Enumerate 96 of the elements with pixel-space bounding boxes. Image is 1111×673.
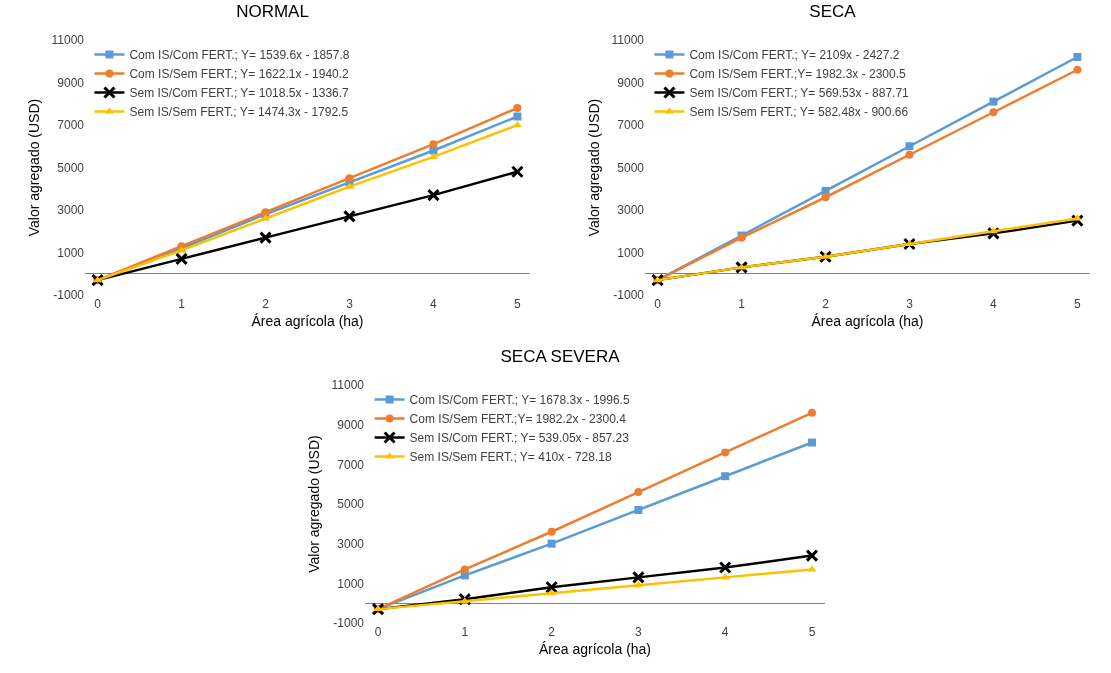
y-tick-label: 3000 [57, 203, 85, 218]
y-axis-title: Valor agregado (USD) [306, 435, 323, 573]
x-tick-label: 5 [514, 297, 522, 311]
legend-label: Sem IS/Sem FERT.; Y= 582.48x - 900.66 [689, 105, 909, 120]
x-tick-label: 4 [430, 297, 438, 311]
y-tick-label: 1000 [57, 245, 85, 260]
point [259, 231, 273, 245]
point [807, 438, 816, 447]
legend-label: Sem IS/Com FERT.; Y= 569.53x - 887.71 [689, 86, 910, 101]
y-tick-label: 11000 [51, 33, 85, 48]
y-tick-label: 7000 [617, 118, 645, 133]
y-tick-label: -1000 [333, 616, 365, 631]
chart-title: SECA [809, 2, 857, 22]
point [631, 570, 645, 584]
point [460, 597, 470, 604]
point [634, 505, 643, 514]
point [807, 408, 816, 417]
point [545, 580, 559, 594]
point [1073, 65, 1082, 74]
point [735, 260, 749, 274]
point [1073, 53, 1082, 61]
point [547, 539, 556, 548]
legend-label: Sem IS/Com FERT.; Y= 539.05x - 857.23 [409, 431, 630, 446]
x-tick-label: 4 [990, 297, 998, 311]
y-tick-label: 9000 [57, 75, 85, 90]
y-tick-label: 11000 [331, 378, 365, 393]
y-tick-label: 5000 [617, 160, 645, 175]
point [718, 560, 732, 574]
y-tick-label: -1000 [53, 288, 85, 303]
point [989, 97, 998, 106]
y-tick-label: 3000 [617, 203, 645, 218]
point [819, 250, 833, 264]
y-tick-label: 7000 [57, 118, 85, 133]
legend-label: Sem IS/Com FERT.; Y= 1018.5x - 1336.7 [129, 86, 350, 101]
y-tick-label: 3000 [337, 536, 365, 551]
x-tick-label: 2 [262, 297, 270, 311]
point [902, 237, 916, 251]
point [175, 252, 189, 266]
y-axis-title: Valor agregado (USD) [586, 98, 603, 237]
chart-title: SECA SEVERA [500, 346, 621, 366]
chart-title: NORMAL [236, 2, 309, 22]
y-tick-label: 11000 [611, 33, 645, 48]
x-axis-title: Área agrícola (ha) [538, 641, 652, 658]
point [426, 188, 440, 202]
point [721, 448, 730, 457]
x-tick-label: 5 [1074, 297, 1082, 311]
point [905, 150, 914, 159]
legend-label: Com IS/Com FERT.; Y= 2109x - 2427.2 [689, 48, 900, 63]
point [513, 112, 522, 121]
point [547, 527, 556, 536]
x-tick-label: 1 [178, 297, 186, 311]
x-tick-label: 1 [461, 625, 469, 639]
point [345, 174, 354, 183]
y-tick-label: -1000 [613, 288, 645, 303]
point [905, 142, 914, 151]
point [513, 104, 522, 112]
x-tick-label: 2 [548, 625, 556, 639]
x-tick-label: 3 [635, 625, 643, 639]
y-tick-label: 1000 [617, 245, 645, 260]
x-tick-label: 5 [808, 625, 816, 639]
point [989, 108, 998, 117]
point [821, 193, 830, 202]
y-tick-label: 7000 [337, 457, 365, 472]
point [460, 565, 469, 574]
y-axis-title: Valor agregado (USD) [26, 98, 43, 237]
x-axis-title: Área agrícola (ha) [811, 313, 924, 330]
x-tick-label: 3 [346, 297, 354, 311]
x-tick-label: 2 [822, 297, 830, 311]
legend-label: Sem IS/Sem FERT.; Y= 410x - 728.18 [409, 450, 612, 465]
point [634, 488, 643, 497]
point [986, 226, 1000, 240]
x-axis-title: Área agrícola (ha) [251, 313, 364, 330]
y-tick-label: 9000 [617, 75, 645, 90]
y-tick-label: 1000 [337, 576, 365, 591]
point [342, 209, 356, 223]
y-tick-label: 5000 [337, 497, 365, 512]
x-tick-label: 0 [654, 297, 662, 311]
y-tick-label: 9000 [337, 417, 365, 432]
legend-label: Com IS/Com FERT.; Y= 1678.3x - 1996.5 [409, 393, 630, 408]
point [510, 165, 524, 179]
x-tick-label: 0 [374, 625, 382, 639]
x-tick-label: 1 [738, 297, 746, 311]
legend-label: Com IS/Sem FERT.;Y= 1982.3x - 2300.5 [689, 67, 906, 82]
point [1070, 214, 1084, 228]
y-tick-label: 5000 [57, 160, 85, 175]
point [458, 592, 472, 606]
legend-label: Com IS/Sem FERT.;Y= 1982.2x - 2300.4 [409, 412, 627, 427]
x-tick-label: 4 [721, 625, 729, 639]
x-tick-label: 3 [906, 297, 914, 311]
legend-label: Com IS/Sem FERT.; Y= 1622.1x - 1940.2 [129, 67, 350, 82]
point [805, 549, 819, 563]
point [429, 140, 438, 149]
legend-label: Com IS/Com FERT.; Y= 1539.6x - 1857.8 [129, 48, 350, 63]
point [721, 472, 730, 481]
legend-label: Sem IS/Sem FERT.; Y= 1474.3x - 1792.5 [129, 105, 349, 120]
x-tick-label: 0 [94, 297, 102, 311]
